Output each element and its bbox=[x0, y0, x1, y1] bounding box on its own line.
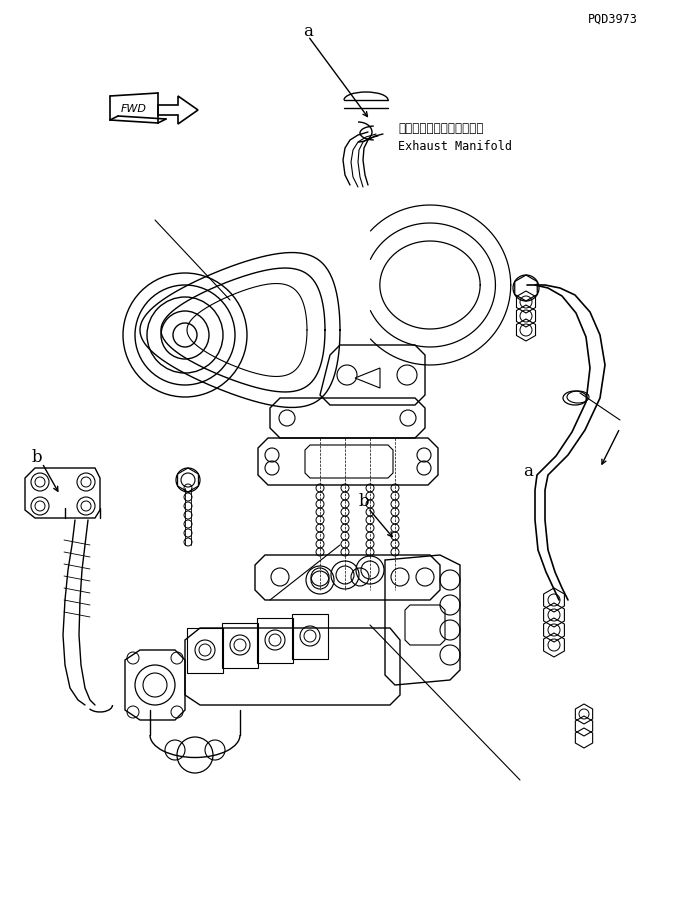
Text: a: a bbox=[303, 24, 313, 41]
Text: b: b bbox=[359, 494, 369, 511]
Text: Exhaust Manifold: Exhaust Manifold bbox=[398, 139, 512, 153]
Text: a: a bbox=[523, 464, 533, 481]
Text: エキゾーストマニホールド: エキゾーストマニホールド bbox=[398, 122, 484, 135]
Text: b: b bbox=[31, 448, 43, 465]
Polygon shape bbox=[355, 368, 380, 388]
Text: FWD: FWD bbox=[121, 104, 147, 114]
Text: PQD3973: PQD3973 bbox=[588, 13, 638, 25]
